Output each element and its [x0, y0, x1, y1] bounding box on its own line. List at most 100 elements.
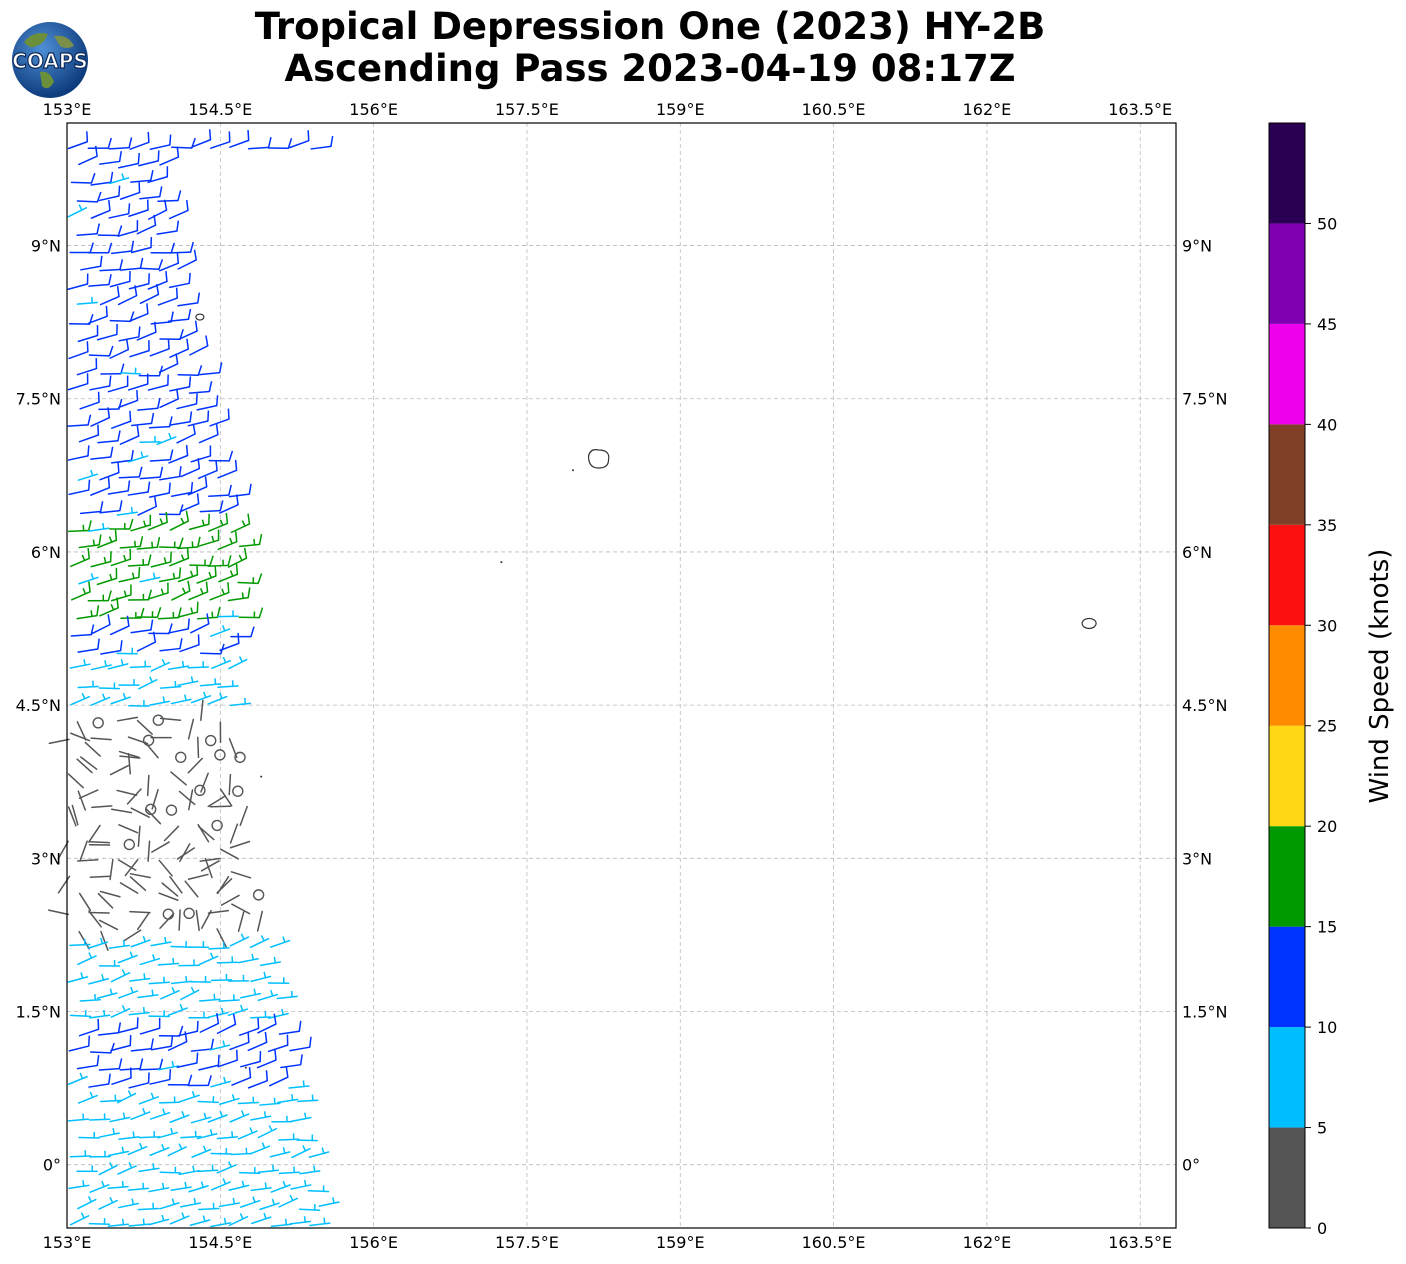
wind-barb: [228, 1213, 249, 1227]
wind-barb: [109, 311, 135, 323]
wind-barb: [237, 1127, 258, 1140]
wind-barb: [278, 1166, 301, 1175]
wind-barb: [189, 1215, 211, 1227]
wind-barb: [158, 353, 179, 374]
wind-barb: [87, 137, 112, 150]
wind-barb: [127, 451, 149, 463]
wind-barb: [109, 858, 114, 881]
wind-barb: [183, 907, 195, 920]
wind-barb: [188, 1181, 209, 1193]
wind-barb: [278, 1133, 300, 1141]
wind-barb: [116, 647, 138, 655]
wind-barb: [99, 151, 123, 165]
wind-barb: [147, 840, 151, 862]
wind-barb: [169, 1212, 190, 1225]
wind-barb: [199, 678, 222, 687]
wind-barb: [88, 345, 114, 357]
wind-barb: [198, 1054, 220, 1071]
wind-barb: [188, 789, 194, 811]
wind-barb: [156, 432, 177, 446]
wind-barb: [69, 659, 91, 669]
wind-barb: [219, 1094, 240, 1105]
lon-tick-label-top: 163.5°E: [1108, 100, 1172, 119]
wind-barb: [214, 749, 226, 761]
colorbar-swatch: [1269, 223, 1305, 324]
wind-barb: [67, 373, 89, 391]
island: [260, 775, 263, 778]
wind-barb: [309, 1217, 331, 1227]
wind-barb: [128, 273, 150, 290]
wind-barb: [229, 840, 251, 849]
wind-barb: [89, 375, 112, 391]
wind-barb: [67, 806, 77, 827]
wind-barb: [78, 534, 102, 549]
coaps-logo: COAPS: [10, 20, 90, 100]
wind-barb: [150, 551, 172, 568]
wind-barb: [110, 692, 131, 705]
wind-barb: [116, 506, 139, 516]
wind-barb: [79, 993, 102, 1002]
wind-barb: [158, 504, 184, 516]
wind-barb: [159, 466, 182, 481]
wind-barb: [259, 1097, 281, 1106]
wind-barb: [128, 1218, 150, 1227]
wind-barb: [177, 365, 203, 377]
wind-barb: [230, 1147, 253, 1156]
wind-barb: [48, 738, 70, 745]
wind-barb: [237, 1096, 260, 1105]
lat-tick-label-right: 9°N: [1182, 237, 1212, 256]
wind-barb: [157, 957, 180, 966]
wind-barb: [170, 1181, 192, 1191]
wind-barb: [69, 1150, 92, 1158]
wind-barb: [127, 1182, 150, 1191]
wind-barb: [169, 876, 183, 894]
wind-barb: [77, 325, 99, 343]
wind-barb: [130, 1038, 154, 1052]
wind-barb: [91, 805, 113, 809]
wind-barb: [119, 882, 139, 894]
wind-barb: [76, 1165, 98, 1173]
wind-barb: [110, 1035, 132, 1052]
wind-barb: [107, 1218, 130, 1227]
wind-barb: [67, 204, 88, 218]
wind-barb: [211, 819, 223, 832]
wind-barb: [130, 412, 155, 427]
wind-barb: [188, 581, 209, 601]
wind-barb: [250, 1212, 272, 1225]
wind-barb: [80, 756, 98, 770]
colorbar-swatch: [1269, 826, 1305, 927]
wind-barb: [210, 1147, 233, 1155]
wind-barb: [231, 903, 251, 915]
wind-barb: [199, 500, 224, 513]
wind-barb: [128, 1007, 150, 1016]
wind-barb: [217, 531, 238, 551]
wind-barb: [270, 1218, 293, 1228]
wind-barb: [232, 785, 244, 797]
wind-barb: [67, 1072, 88, 1085]
wind-barb: [97, 430, 121, 444]
wind-barb: [139, 572, 161, 583]
wind-barb: [190, 1038, 215, 1052]
wind-barb: [147, 199, 168, 220]
colorbar-tick-label: 5: [1317, 1119, 1327, 1138]
wind-barb: [179, 1090, 200, 1103]
wind-barb: [127, 753, 132, 775]
wind-barb: [267, 138, 293, 149]
wind-barb: [148, 1214, 170, 1226]
wind-barb: [277, 1094, 299, 1104]
wind-barb: [130, 237, 153, 254]
wind-barb: [170, 481, 194, 498]
wind-barb: [199, 362, 223, 376]
lat-tick-label-left: 4.5°N: [16, 696, 61, 715]
colorbar-tick-label: 40: [1317, 415, 1337, 434]
wind-barb: [149, 1108, 171, 1120]
wind-barb: [147, 374, 169, 391]
wind-barb: [91, 614, 111, 635]
wind-barb: [177, 292, 201, 307]
wind-barb: [88, 974, 110, 985]
colorbar-tick-label: 20: [1317, 817, 1337, 836]
wind-barb: [198, 993, 221, 1002]
wind-barb: [210, 131, 231, 149]
island: [244, 1066, 247, 1069]
